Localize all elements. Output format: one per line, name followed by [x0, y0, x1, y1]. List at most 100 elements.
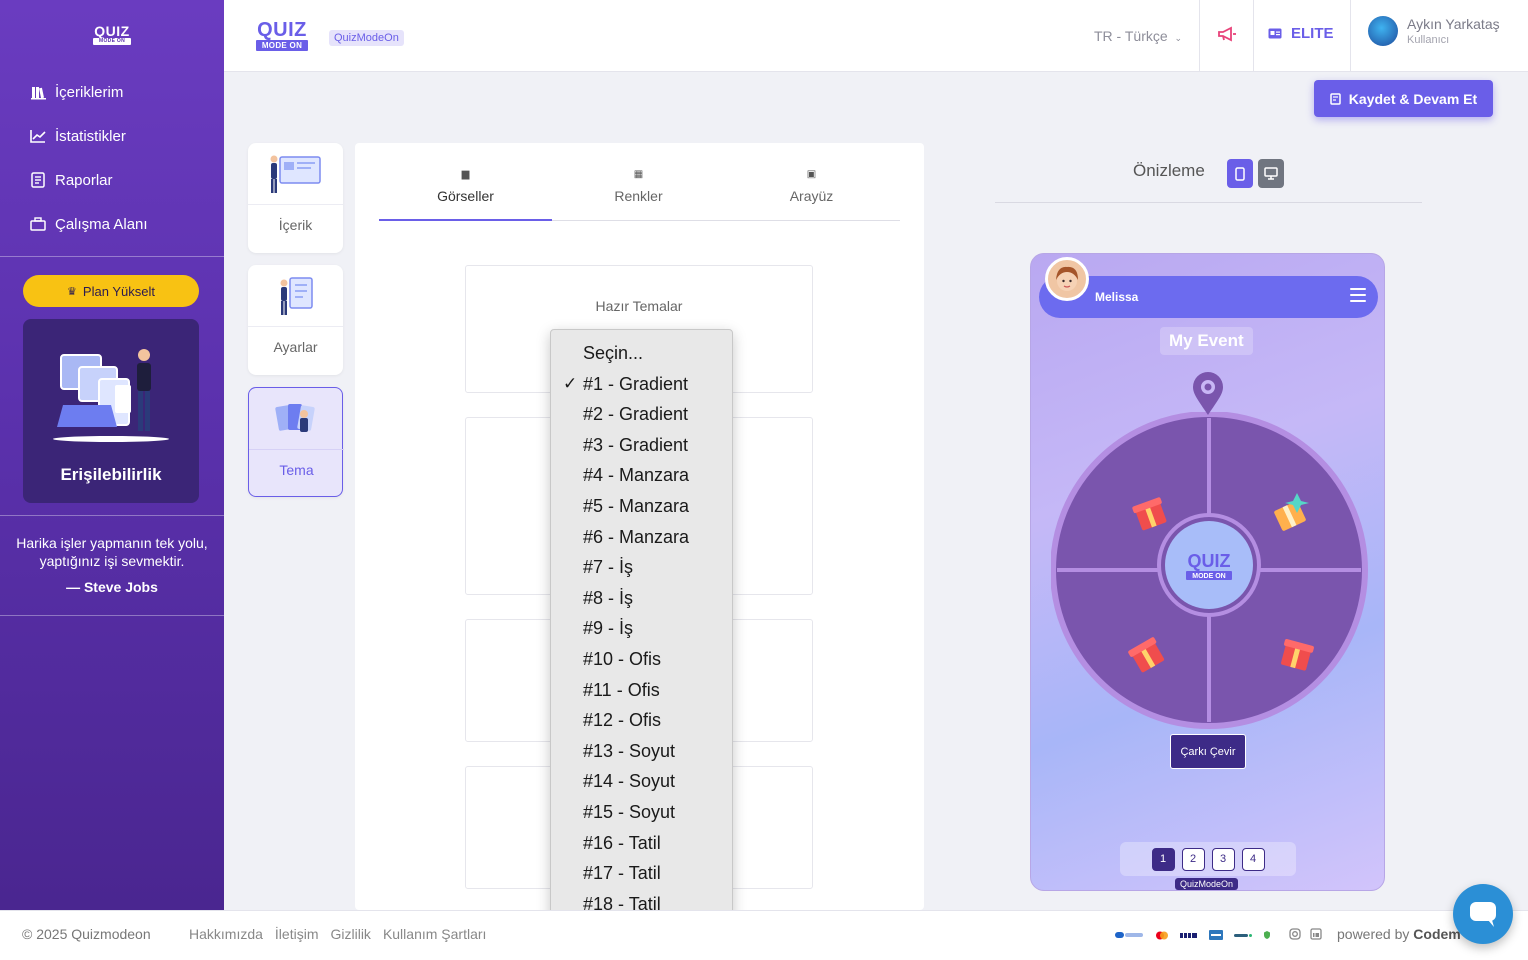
theme-option[interactable]: #4 - Manzara [551, 460, 732, 491]
theme-option-label: Seçin... [583, 343, 644, 363]
iyzico-icon [1115, 932, 1143, 938]
step-content[interactable]: İçerik [248, 143, 343, 253]
theme-option[interactable]: #14 - Soyut [551, 766, 732, 797]
theme-option-label: #18 - Tatil [583, 893, 661, 914]
sidebar-nav: İçeriklerim İstatistikler Raporlar Çalış… [0, 70, 224, 246]
theme-option[interactable]: Seçin... [551, 338, 732, 369]
checkmark-icon: ✓ [563, 373, 578, 393]
motivational-quote: Harika işler yapmanın tek yolu, yaptığın… [8, 534, 216, 596]
sidebar-logo[interactable]: QUIZ MODE ON [93, 24, 131, 45]
upgrade-plan-button[interactable]: ♛ Plan Yükselt [23, 275, 199, 307]
theme-option[interactable]: #15 - Soyut [551, 797, 732, 828]
logo-mode-text: MODE ON [93, 38, 131, 45]
elite-label: ELITE [1291, 25, 1334, 42]
theme-option[interactable]: #7 - İş [551, 552, 732, 583]
footer-link-about[interactable]: Hakkımızda [189, 926, 263, 942]
save-and-continue-button[interactable]: Kaydet & Devam Et [1314, 80, 1493, 117]
theme-option[interactable]: #8 - İş [551, 583, 732, 614]
sidebar-item-reports[interactable]: Raporlar [0, 158, 224, 202]
theme-option[interactable]: #18 - Tatil [551, 889, 732, 920]
palette-icon: ▦ [633, 169, 644, 180]
header-logo[interactable]: QUIZ MODE ON [256, 20, 308, 51]
theme-options-list: Seçin... ✓ #1 - Gradient #2 - Gradient #3 - … [551, 338, 732, 960]
theme-option-label: #16 - Tatil [583, 832, 661, 853]
theme-option[interactable]: ✓ #1 - Gradient [551, 369, 732, 400]
settings-illustration [248, 265, 343, 327]
wheel-center-quiz: QUIZ [1188, 551, 1231, 571]
page-button-1[interactable]: 1 [1151, 847, 1175, 871]
preview-brand: QuizModeOn [1175, 878, 1239, 890]
page-button-2[interactable]: 2 [1181, 847, 1205, 871]
spin-wheel[interactable]: QUIZ MODE ON [1051, 412, 1368, 729]
logo-quiz-text: QUIZ [257, 19, 307, 41]
sidebar-item-statistics[interactable]: İstatistikler [0, 114, 224, 158]
troy-icon [1234, 933, 1252, 937]
theme-option-label: #4 - Manzara [583, 465, 690, 486]
theme-option[interactable]: #6 - Manzara [551, 522, 732, 553]
announcements-button[interactable] [1217, 26, 1237, 47]
theme-option-label: #17 - Tatil [583, 863, 661, 884]
theme-option[interactable]: #2 - Gradient [551, 399, 732, 430]
hamburger-menu-icon[interactable] [1350, 288, 1366, 306]
theme-option[interactable]: #9 - İş [551, 613, 732, 644]
page-button-3[interactable]: 3 [1211, 847, 1235, 871]
footer-link-privacy[interactable]: Gizlilik [330, 926, 371, 942]
id-card-icon [1268, 28, 1282, 39]
theme-select-dropdown[interactable]: Seçin... ✓ #1 - Gradient #2 - Gradient #3 - … [550, 329, 733, 960]
preview-title: Önizleme [1133, 161, 1205, 180]
instagram-icon[interactable] [1289, 928, 1301, 940]
tab-label: Arayüz [789, 188, 834, 204]
theme-option[interactable]: #5 - Manzara [551, 491, 732, 522]
crown-icon: ♛ [67, 285, 77, 298]
step-theme[interactable]: Tema [248, 387, 344, 497]
accessibility-card[interactable]: Erişilebilirlik [23, 319, 199, 503]
page-button-4[interactable]: 4 [1241, 847, 1265, 871]
mobile-preview-button[interactable] [1227, 159, 1253, 188]
tab-interface[interactable]: ▣ Arayüz [725, 169, 898, 220]
theme-option[interactable]: #10 - Ofis [551, 644, 732, 675]
logo-quiz-text: QUIZ [94, 23, 130, 39]
app-badge: QuizModeOn [329, 30, 404, 46]
theme-option-label: #11 - Ofis [583, 679, 660, 700]
desktop-preview-button[interactable] [1258, 159, 1284, 188]
footer-link-contact[interactable]: İletişim [274, 926, 319, 942]
player-name: Melissa [1095, 290, 1139, 304]
step-settings[interactable]: Ayarlar [248, 265, 343, 375]
gift-icon [1274, 493, 1309, 531]
theme-option[interactable]: #12 - Ofis [551, 705, 732, 736]
divider [1199, 0, 1200, 72]
sidebar-item-workspace[interactable]: Çalışma Alanı [0, 202, 224, 246]
megaphone-icon [1218, 26, 1236, 42]
theme-option[interactable]: #17 - Tatil [551, 858, 732, 889]
theme-option-label: #7 - İş [583, 557, 634, 578]
top-header: QUIZ MODE ON QuizModeOn TR - Türkçe ⌄ EL… [224, 0, 1528, 72]
theme-tabs: ▆ Görseller ▦ Renkler ▣ Arayüz [379, 169, 900, 221]
theme-option[interactable]: #3 - Gradient [551, 430, 732, 461]
theme-option[interactable]: #16 - Tatil [551, 828, 732, 859]
theme-option[interactable]: #13 - Soyut [551, 736, 732, 767]
theme-option-label: #5 - Manzara [583, 495, 690, 516]
live-chat-button[interactable] [1453, 884, 1513, 944]
spin-wheel-button[interactable]: Çarkı Çevir [1170, 734, 1246, 769]
sidebar-item-label: İstatistikler [55, 127, 126, 145]
desktop-icon [1264, 167, 1278, 180]
step-label: Ayarlar [273, 339, 318, 355]
powered-by[interactable]: powered by Codem [1337, 926, 1461, 942]
theme-option-label: #13 - Soyut [583, 740, 676, 761]
theme-option-label: #9 - İş [583, 618, 634, 639]
theme-option[interactable]: #11 - Ofis [551, 675, 732, 706]
accessibility-title: Erişilebilirlik [60, 465, 162, 484]
elite-membership-button[interactable]: ELITE [1268, 25, 1334, 42]
mobile-icon [1235, 166, 1245, 181]
sidebar-item-contents[interactable]: İçeriklerim [0, 70, 224, 114]
accessibility-illustration [53, 349, 169, 442]
gift-icon [1132, 497, 1167, 531]
linkedin-icon[interactable] [1310, 928, 1322, 940]
language-selector[interactable]: TR - Türkçe ⌄ [1094, 28, 1182, 44]
footer-link-terms[interactable]: Kullanım Şartları [382, 926, 487, 942]
tab-colors[interactable]: ▦ Renkler [552, 169, 725, 220]
user-name: Aykın Yarkataş [1407, 16, 1500, 32]
user-menu[interactable]: Aykın Yarkataş Kullanıcı [1368, 16, 1500, 46]
ready-themes-title: Hazır Temalar [595, 298, 683, 314]
tab-images[interactable]: ▆ Görseller [379, 169, 552, 221]
